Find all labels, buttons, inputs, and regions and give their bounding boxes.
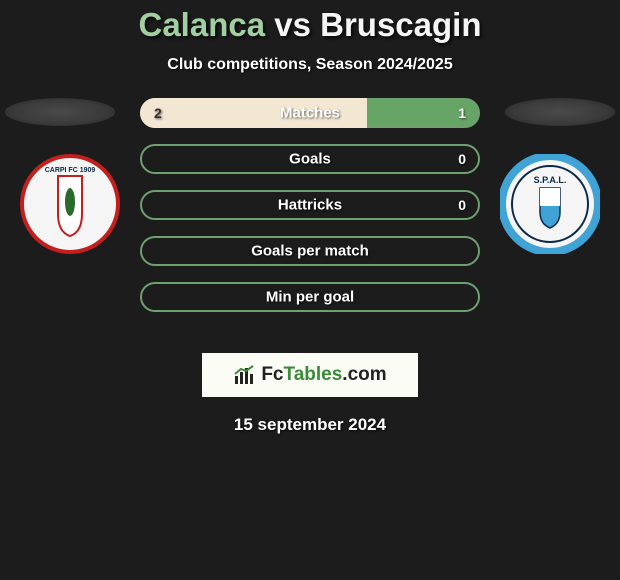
svg-text:CARPI FC 1909: CARPI FC 1909 <box>45 167 96 174</box>
brand-text: FcTables.com <box>261 364 386 386</box>
page-title: Calanca vs Bruscagin <box>0 0 620 44</box>
stat-label: Goals <box>140 151 480 168</box>
stat-row: Goals per match <box>140 236 480 266</box>
date-text: 15 september 2024 <box>0 415 620 435</box>
stats-column: Matches21Goals0Hattricks0Goals per match… <box>140 98 480 328</box>
bar-chart-icon <box>233 364 255 386</box>
brand-watermark: FcTables.com <box>202 353 418 397</box>
stat-row: Matches2 1 <box>140 98 480 128</box>
title-vs: vs <box>274 6 320 43</box>
stat-value-right: 0 <box>458 151 466 167</box>
stat-row: Min per goal <box>140 282 480 312</box>
stat-value-right: 0 <box>458 197 466 213</box>
stat-label: Matches <box>140 105 480 122</box>
stat-row: Goals0 <box>140 144 480 174</box>
stat-label: Hattricks <box>140 197 480 214</box>
subtitle: Club competitions, Season 2024/2025 <box>0 56 620 74</box>
team-badge-right: S.P.A.L. <box>500 154 600 254</box>
stat-value-right: 1 <box>458 105 466 121</box>
svg-text:S.P.A.L.: S.P.A.L. <box>534 175 567 185</box>
stat-row: Hattricks0 <box>140 190 480 220</box>
stat-value-left: 2 <box>154 105 162 121</box>
shadow-right <box>505 98 615 126</box>
stat-label: Min per goal <box>140 289 480 306</box>
stat-label: Goals per match <box>140 243 480 260</box>
shadow-left <box>5 98 115 126</box>
title-right: Bruscagin <box>320 6 481 43</box>
title-left: Calanca <box>139 6 266 43</box>
team-badge-left: CARPI FC 1909 <box>20 154 120 254</box>
